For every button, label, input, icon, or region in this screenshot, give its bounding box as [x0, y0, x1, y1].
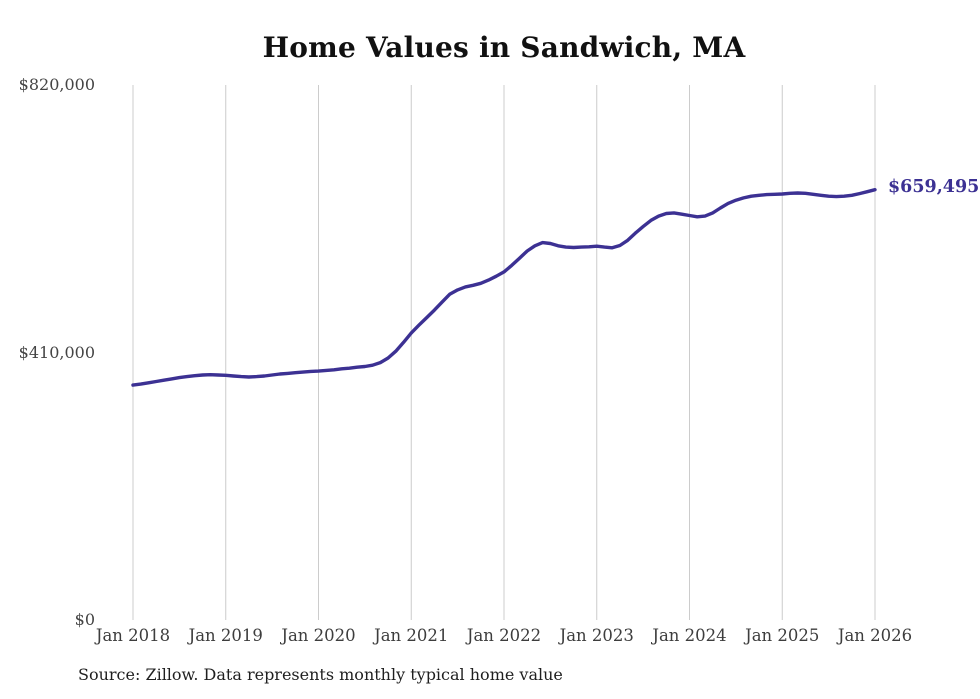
- x-tick-label: Jan 2025: [745, 626, 820, 645]
- y-tick-label: $820,000: [18, 75, 95, 94]
- x-tick-label: Jan 2018: [95, 626, 171, 645]
- y-tick-label: $410,000: [18, 342, 95, 362]
- x-tick-label: Jan 2026: [837, 626, 913, 645]
- vertical-gridlines: [132, 85, 876, 620]
- chart-title: Home Values in Sandwich, MA: [262, 31, 746, 64]
- x-tick-label: Jan 2021: [374, 626, 449, 645]
- x-tick-label: Jan 2019: [188, 626, 263, 645]
- latest-value-annotation: $659,495: [888, 176, 980, 197]
- x-tick-label: Jan 2024: [652, 626, 727, 645]
- source-note: Source: Zillow. Data represents monthly …: [78, 665, 563, 684]
- x-tick-label: Jan 2020: [281, 626, 356, 645]
- x-tick-label: Jan 2022: [466, 626, 542, 645]
- y-tick-label: $0: [74, 610, 95, 629]
- home-value-line-series: [131, 187, 877, 387]
- x-tick-label: Jan 2023: [559, 626, 634, 645]
